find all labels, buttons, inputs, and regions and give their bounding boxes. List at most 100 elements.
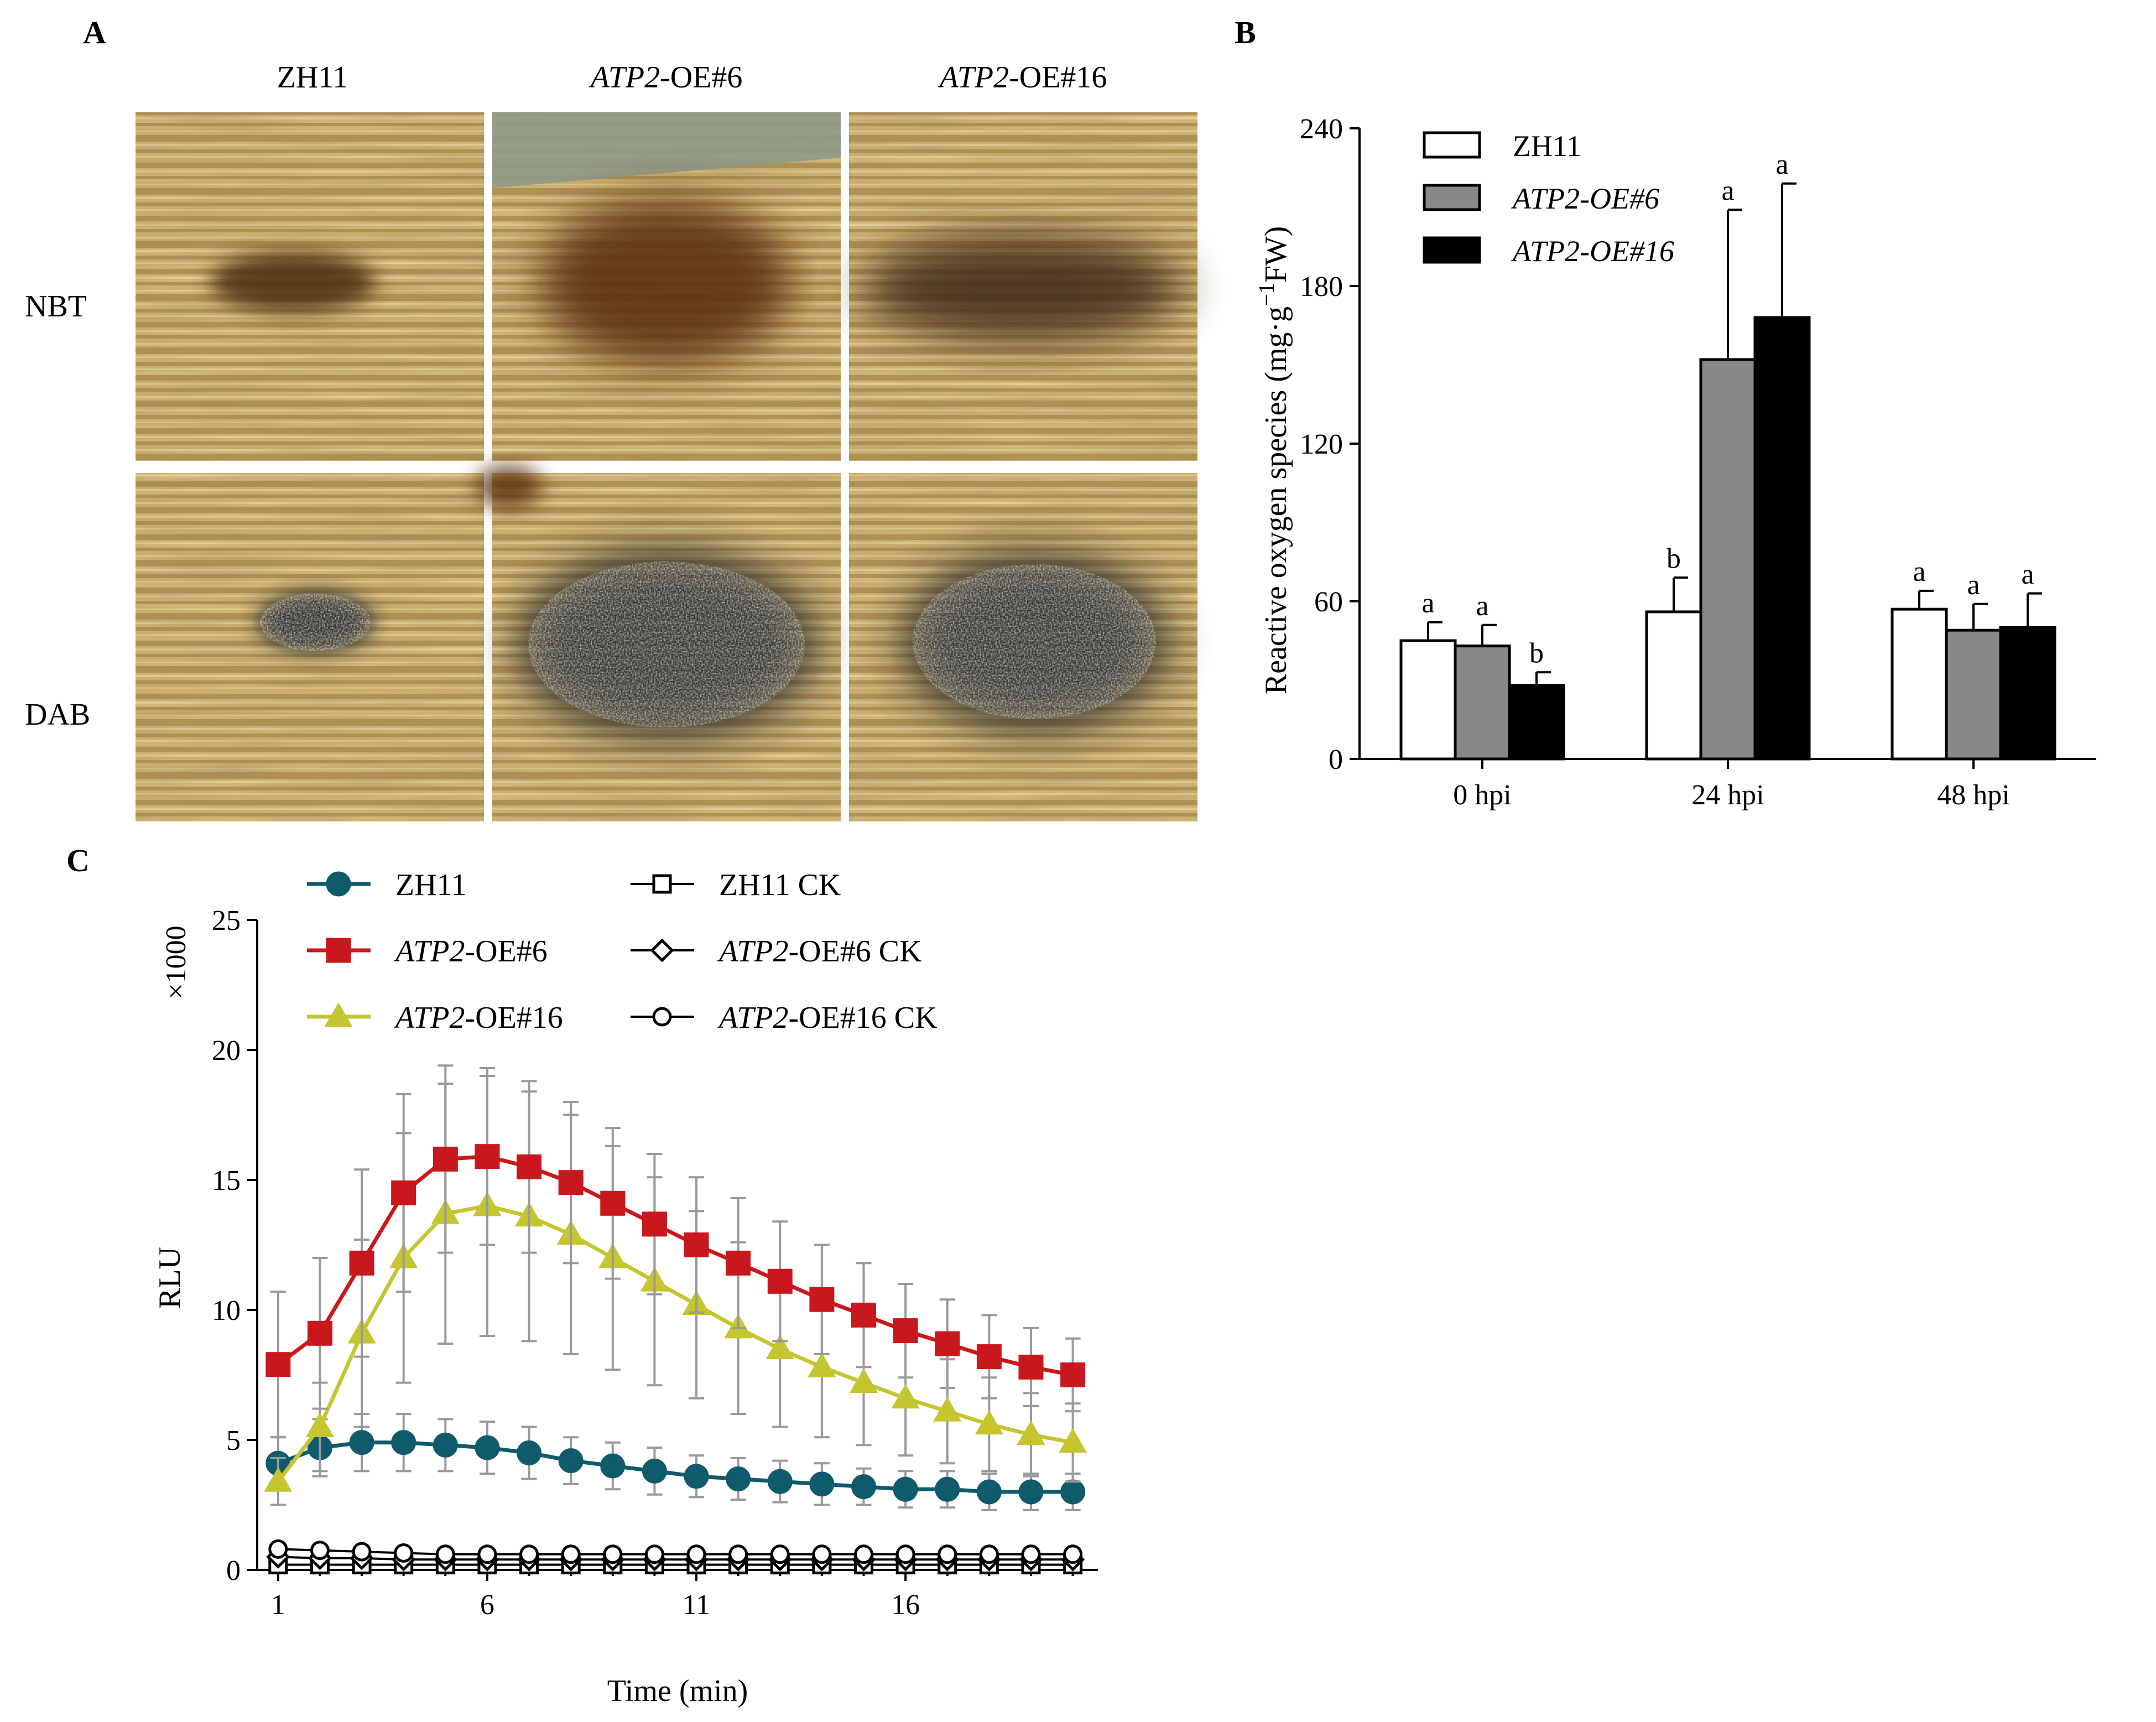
- data-point: [808, 1352, 836, 1377]
- panel-c-letter: C: [66, 842, 90, 878]
- micrograph-nbt-oe16: [849, 112, 1197, 461]
- y-scale-label: ×1000: [160, 925, 192, 999]
- row-label-nbt: NBT: [25, 289, 87, 324]
- micrograph-nbt-zh11: [136, 112, 484, 461]
- legend-marker: [650, 938, 674, 963]
- bar: [1699, 358, 1757, 761]
- y-axis-label: RLU: [153, 1247, 187, 1309]
- bar: [1454, 644, 1511, 761]
- series-1: [265, 1064, 1086, 1439]
- significance-letter: a: [1721, 175, 1734, 206]
- data-point: [475, 1435, 500, 1460]
- column-header-oe6: ATP2-OE#6: [589, 60, 743, 95]
- data-point: [349, 1430, 374, 1455]
- micrograph-nbt-oe6: [492, 112, 841, 461]
- micrograph-grid: [136, 112, 1197, 821]
- legend-label: ATP2-OE#6: [393, 934, 548, 969]
- data-point: [812, 1544, 832, 1564]
- data-point: [517, 1440, 542, 1465]
- bar: [1508, 684, 1565, 761]
- x-tick-label: 11: [683, 1589, 710, 1621]
- y-tick-label: 15: [212, 1165, 241, 1196]
- data-point: [1063, 1544, 1083, 1564]
- x-tick-label: 24 hpi: [1691, 779, 1764, 811]
- column-header-oe16: ATP2-OE#16: [938, 60, 1107, 95]
- data-point: [600, 1190, 626, 1216]
- panel-a: A ZH11 ATP2-OE#6 ATP2-OE#16 NBT DAB: [25, 14, 1197, 821]
- data-point: [854, 1544, 874, 1564]
- data-point: [726, 1466, 751, 1491]
- data-point: [1018, 1354, 1044, 1380]
- data-point: [307, 1320, 332, 1346]
- micrograph-dab-oe6: [476, 465, 841, 821]
- data-point: [686, 1544, 706, 1564]
- bar: [1999, 626, 2056, 761]
- data-point: [976, 1344, 1002, 1370]
- y-tick-label: 20: [212, 1035, 241, 1067]
- data-point: [391, 1430, 416, 1455]
- data-point: [851, 1474, 877, 1500]
- y-tick-label: 0: [1329, 744, 1343, 776]
- data-point: [809, 1287, 835, 1312]
- legend-item: ZH11: [307, 868, 467, 902]
- significance-letter: a: [2021, 559, 2034, 590]
- data-point: [935, 1331, 960, 1356]
- data-point: [305, 1412, 335, 1437]
- data-point: [265, 1352, 291, 1377]
- data-point: [767, 1469, 793, 1494]
- data-point: [975, 1409, 1003, 1435]
- significance-letter: a: [1967, 569, 1980, 601]
- bar: [1945, 628, 2002, 761]
- series-4: [266, 1544, 1085, 1572]
- legend-label: ATP2-OE#6 CK: [717, 934, 922, 969]
- significance-letter: b: [1529, 637, 1544, 669]
- legend-item: ATP2-OE#6: [307, 934, 548, 969]
- x-tick-label: 6: [480, 1589, 494, 1621]
- legend-item: ATP2-OE#6 CK: [631, 934, 922, 969]
- legend-swatch: [1423, 236, 1481, 264]
- data-point: [600, 1453, 626, 1479]
- data-point: [349, 1250, 374, 1276]
- data-point: [1060, 1479, 1086, 1505]
- legend-item: ZH11 CK: [631, 868, 841, 902]
- y-tick-label: 60: [1314, 586, 1343, 618]
- data-point: [264, 1467, 293, 1492]
- data-point: [684, 1232, 709, 1257]
- legend-label: ATP2-OE#16: [1511, 235, 1674, 268]
- legend-swatch: [1423, 184, 1481, 211]
- legend-label: ATP2-OE#16 CK: [717, 1001, 938, 1035]
- data-point: [726, 1250, 751, 1276]
- data-point: [895, 1544, 915, 1564]
- x-tick-label: 16: [891, 1589, 920, 1621]
- y-tick-label: 120: [1300, 429, 1343, 460]
- legend-marker: [326, 938, 351, 963]
- bar-chart-ros: 0 60 120 180 240 Reactive oxygen species (mg·…: [1254, 113, 2096, 811]
- x-tick-label: 1: [271, 1589, 285, 1621]
- y-axis-label: Reactive oxygen species (mg·g−1FW): [1254, 226, 1293, 695]
- data-point: [477, 1544, 497, 1564]
- series-0: [265, 1413, 1086, 1511]
- data-point: [642, 1458, 667, 1484]
- significance-letter: a: [1421, 587, 1434, 619]
- bar: [1645, 610, 1702, 761]
- data-point: [435, 1544, 455, 1564]
- y-tick-label: 10: [212, 1295, 241, 1326]
- data-point: [352, 1542, 372, 1562]
- data-point: [433, 1432, 458, 1458]
- data-point: [728, 1544, 748, 1564]
- y-tick-label: 0: [226, 1555, 241, 1586]
- data-point: [642, 1211, 667, 1237]
- data-point: [893, 1318, 918, 1344]
- data-point: [765, 1334, 794, 1359]
- data-point: [767, 1268, 793, 1294]
- legend-item: ATP2-OE#16: [307, 1001, 563, 1035]
- panel-b: B 0 60 120 180 240 Reactive oxygen species (m…: [1235, 14, 2096, 811]
- x-tick-label: 0 hpi: [1453, 779, 1511, 811]
- data-point: [1059, 1428, 1087, 1453]
- significance-letter: b: [1667, 543, 1681, 574]
- legend-marker: [652, 874, 672, 894]
- data-point: [891, 1383, 920, 1409]
